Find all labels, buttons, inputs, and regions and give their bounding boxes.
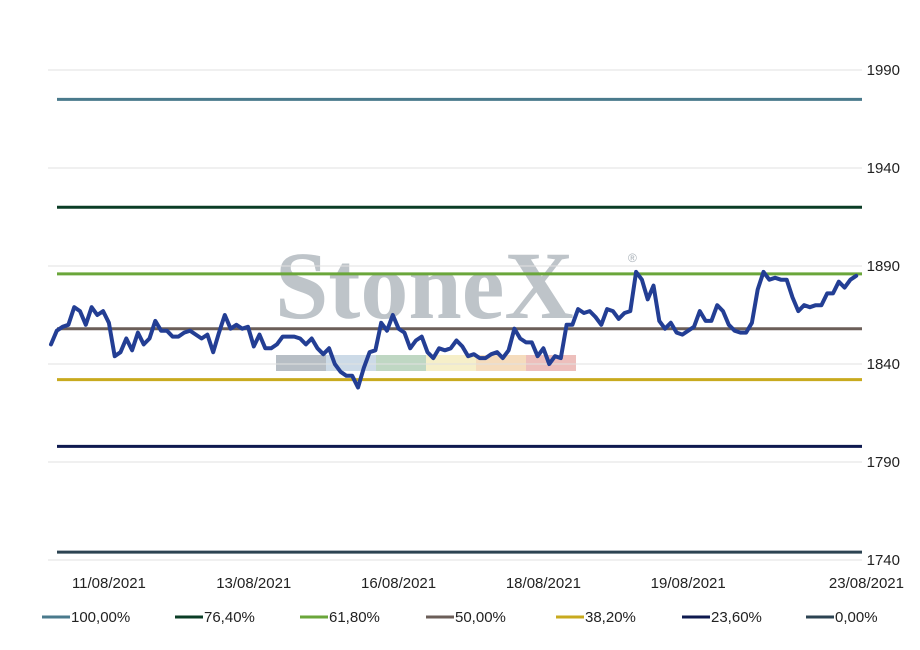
x-tick-label: 13/08/2021	[216, 575, 291, 592]
legend-item: 23,60%	[682, 609, 762, 626]
y-tick-label: 1940	[867, 160, 900, 177]
y-tick-label: 1790	[867, 454, 900, 471]
watermark-swatch	[276, 355, 326, 371]
retracement-levels	[57, 97, 862, 554]
x-axis-labels: 11/08/2021 13/08/2021 16/08/2021 18/08/2021…	[72, 575, 904, 592]
legend-label: 0,00%	[835, 609, 878, 626]
y-tick-label: 1890	[867, 258, 900, 275]
legend-label: 76,40%	[204, 609, 255, 626]
legend-item: 100,00%	[42, 609, 130, 626]
y-axis-labels: 1740 1790 1840 1890 1940 1990	[867, 62, 900, 569]
x-tick-label: 23/08/2021	[829, 575, 904, 592]
y-tick-label: 1840	[867, 356, 900, 373]
x-tick-label: 18/08/2021	[506, 575, 581, 592]
stonex-watermark: StoneX ®	[275, 232, 637, 371]
legend-label: 50,00%	[455, 609, 506, 626]
x-tick-label: 16/08/2021	[361, 575, 436, 592]
legend: 100,00% 76,40% 61,80% 50,00% 38,20% 23,60% 0,0…	[42, 609, 878, 626]
legend-item: 50,00%	[426, 609, 506, 626]
legend-label: 61,80%	[329, 609, 380, 626]
x-tick-label: 19/08/2021	[651, 575, 726, 592]
y-tick-label: 1740	[867, 552, 900, 569]
watermark-swatch	[476, 355, 526, 371]
legend-item: 61,80%	[300, 609, 380, 626]
watermark-swatch	[376, 355, 426, 371]
legend-label: 38,20%	[585, 609, 636, 626]
watermark-registered-mark: ®	[628, 251, 637, 265]
watermark-swatch-strip	[276, 355, 576, 371]
price-series	[49, 269, 859, 390]
legend-item: 38,20%	[556, 609, 636, 626]
x-tick-label: 11/08/2021	[72, 575, 146, 592]
legend-label: 23,60%	[711, 609, 762, 626]
y-gridlines	[48, 69, 862, 561]
watermark-swatch	[426, 355, 476, 371]
legend-item: 76,40%	[175, 609, 255, 626]
y-tick-label: 1990	[867, 62, 900, 79]
legend-item: 0,00%	[806, 609, 878, 626]
watermark-text: StoneX	[275, 232, 574, 339]
legend-label: 100,00%	[71, 609, 130, 626]
price-line	[49, 269, 859, 390]
